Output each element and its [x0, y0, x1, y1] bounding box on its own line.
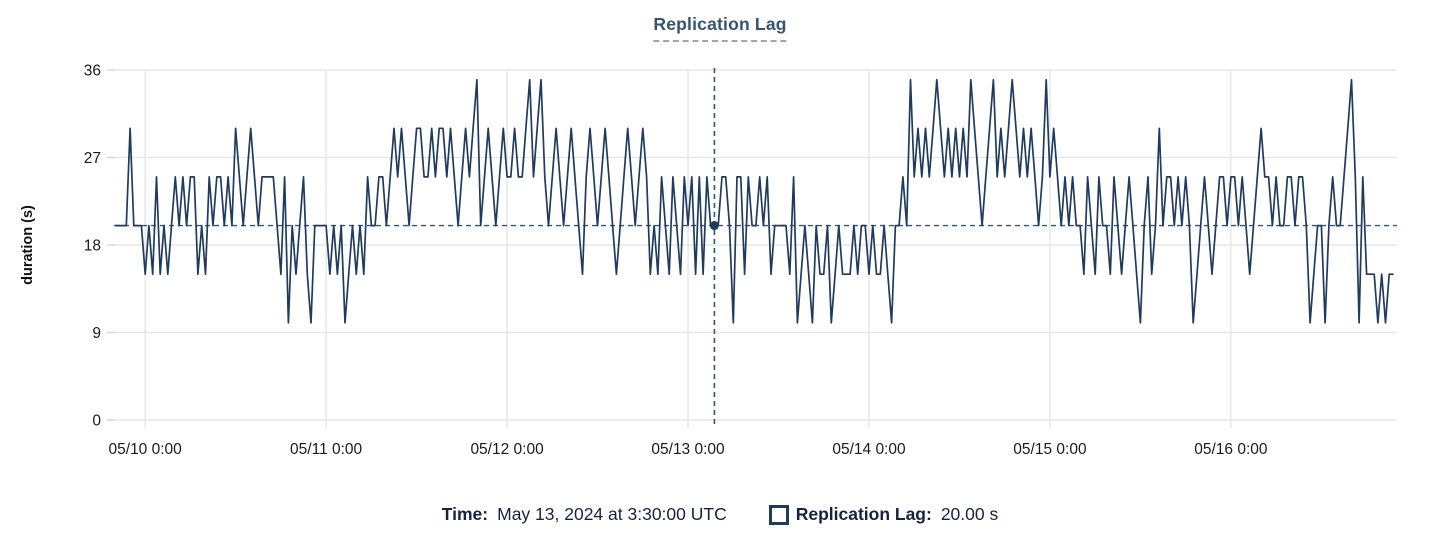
series-label: Replication Lag:: [795, 504, 932, 524]
legend-item-replication-lag[interactable]: Replication Lag: 20.00 s: [768, 504, 999, 525]
tooltip-footer: Time: May 13, 2024 at 3:30:00 UTC Replic…: [0, 504, 1440, 525]
x-tick-label: 05/16 0:00: [1194, 441, 1268, 458]
x-tick-label: 05/12 0:00: [470, 441, 544, 458]
x-tick-label: 05/14 0:00: [832, 441, 906, 458]
x-tick-label: 05/13 0:00: [651, 441, 725, 458]
time-value: May 13, 2024 at 3:30:00 UTC: [497, 504, 727, 524]
y-tick-label: 36: [84, 63, 101, 80]
x-tick-label: 05/15 0:00: [1013, 441, 1087, 458]
y-tick-label: 18: [84, 238, 101, 255]
replication-lag-series-line: [114, 78, 1394, 324]
series-value: 20.00 s: [940, 504, 999, 524]
y-tick-label: 9: [92, 325, 101, 342]
y-tick-label: 27: [84, 150, 101, 167]
time-label: Time:: [441, 504, 489, 524]
x-tick-label: 05/11 0:00: [290, 441, 362, 458]
x-tick-label: 05/10 0:00: [109, 441, 183, 458]
chart-title: Replication Lag: [653, 14, 787, 42]
crosshair-point-dot: [709, 221, 719, 231]
series-swatch-icon: [768, 504, 789, 525]
y-axis-title: duration (s): [20, 205, 36, 285]
y-tick-label: 0: [92, 413, 101, 430]
replication-lag-chart[interactable]: 0 9 18 27 36 05/10 0:00 05/11 0:00 05/12 0:00 05…: [0, 0, 1440, 475]
